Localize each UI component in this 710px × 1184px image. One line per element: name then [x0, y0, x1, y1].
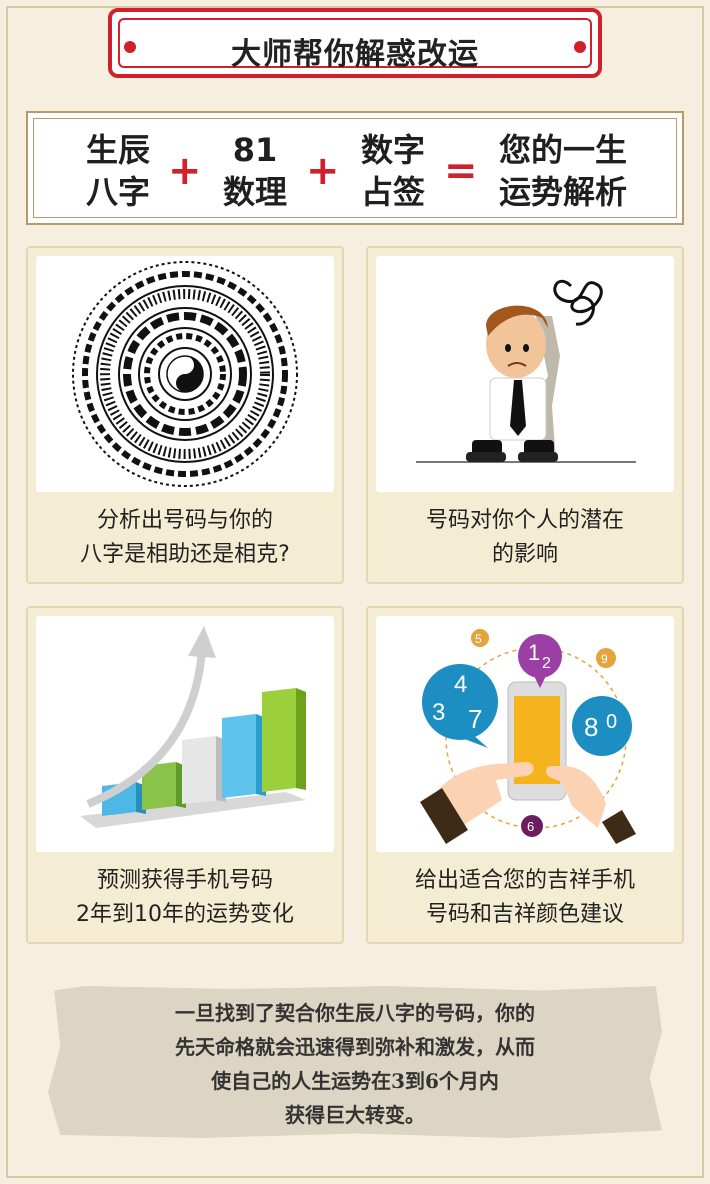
- card-caption-line1: 分析出号码与你的: [96, 508, 273, 533]
- phone-digit-2: 2: [542, 655, 551, 672]
- bagua-compass-icon: [36, 256, 334, 492]
- growth-bar-chart-icon: [36, 616, 334, 852]
- card-caption-line2: 号码和吉祥颜色建议: [425, 902, 624, 927]
- phone-digit-0: 0: [606, 711, 617, 733]
- phone-digit-8: 8: [584, 712, 598, 742]
- phone-digit-9: 9: [601, 652, 608, 666]
- phone-digit-5: 5: [475, 632, 482, 646]
- note-line1: 一旦找到了契合你生辰八字的号码，你的: [175, 1001, 535, 1025]
- formula-result-line1: 您的一生: [498, 131, 627, 169]
- phone-digit-1: 1: [528, 640, 540, 665]
- formula-term-divination: 数字 占签: [350, 129, 436, 213]
- note-line4: 获得巨大转变。: [285, 1103, 425, 1127]
- note-background: [48, 986, 662, 1138]
- banner-dot-right: [574, 41, 586, 53]
- note-line2: 先天命格就会迅速得到弥补和激发，从而: [175, 1035, 535, 1059]
- card-caption: 分析出号码与你的 八字是相助还是相克?: [28, 504, 342, 572]
- phone-digit-4: 4: [454, 671, 467, 698]
- card-caption: 给出适合您的吉祥手机 号码和吉祥颜色建议: [368, 864, 682, 932]
- formula-term-bazi-line1: 生辰: [85, 131, 150, 169]
- formula-term-divination-line2: 占签: [360, 173, 425, 211]
- formula-term-bazi-line2: 八字: [85, 173, 150, 211]
- phone-digit-7: 7: [468, 704, 482, 734]
- card-caption-line1: 号码对你个人的潜在: [425, 508, 624, 533]
- page-border: [6, 6, 704, 1178]
- banner-dot-left: [124, 41, 136, 53]
- formula-result-line2: 运势解析: [498, 173, 627, 211]
- note-line3: 使自己的人生运势在3到6个月内: [211, 1069, 499, 1093]
- formula-result: 您的一生 运势解析: [488, 129, 638, 213]
- phone-numbers-icon: 4 3 7 1 2 8 0 5 9 6: [376, 616, 674, 852]
- plus-sign: +: [306, 148, 340, 194]
- phone-digit-3: 3: [432, 699, 445, 726]
- card-caption-line2: 2年到10年的运势变化: [76, 902, 294, 927]
- feature-card-forecast: 预测获得手机号码 2年到10年的运势变化: [26, 606, 344, 944]
- card-caption-line1: 给出适合您的吉祥手机: [414, 868, 635, 893]
- card-caption: 预测获得手机号码 2年到10年的运势变化: [28, 864, 342, 932]
- card-caption: 号码对你个人的潜在 的影响: [368, 504, 682, 572]
- card-caption-line2: 的影响: [491, 542, 558, 567]
- feature-card-bazi: 分析出号码与你的 八字是相助还是相克?: [26, 246, 344, 584]
- plus-sign: +: [168, 148, 202, 194]
- formula-box: 生辰 八字 + 81 数理 + 数字 占签 = 您的一生 运势解析: [26, 111, 684, 225]
- card-caption-line2: 八字是相助还是相克?: [80, 542, 290, 567]
- card-caption-line1: 预测获得手机号码: [96, 868, 273, 893]
- phone-digit-6: 6: [527, 819, 534, 834]
- feature-card-lucky-number: 4 3 7 1 2 8 0 5 9 6 给出适合您的吉祥手机 号码和吉祥颜色建议: [366, 606, 684, 944]
- note-text: 一旦找到了契合你生辰八字的号码，你的 先天命格就会迅速得到弥补和激发，从而 使自…: [48, 996, 662, 1132]
- formula-term-81-line1: 81: [232, 131, 278, 169]
- formula-term-81: 81 数理: [212, 129, 298, 213]
- equals-sign: =: [444, 148, 478, 194]
- worried-man-icon: [376, 256, 674, 492]
- formula-term-divination-line1: 数字: [360, 131, 425, 169]
- formula-term-bazi: 生辰 八字: [76, 129, 160, 213]
- page-title: 大师帮你解惑改运: [231, 37, 479, 72]
- header-banner: 大师帮你解惑改运: [108, 8, 602, 78]
- formula-term-81-line2: 数理: [222, 173, 287, 211]
- feature-card-influence: 号码对你个人的潜在 的影响: [366, 246, 684, 584]
